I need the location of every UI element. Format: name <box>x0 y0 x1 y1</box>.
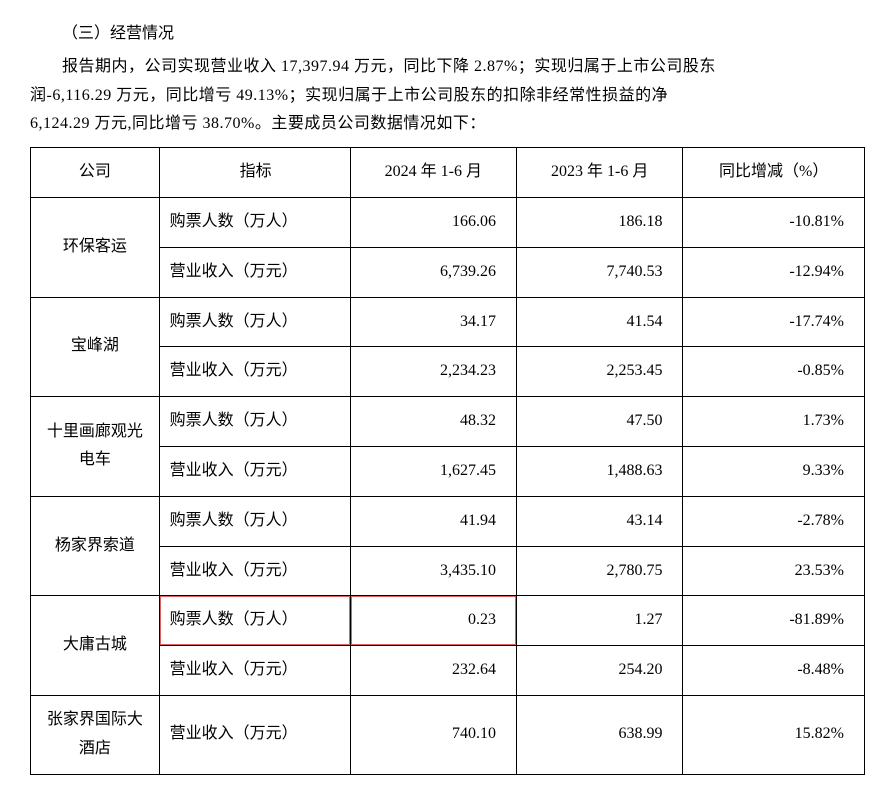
paragraph-line-3: 6,124.29 万元,同比增亏 38.70%。主要成员公司数据情况如下： <box>30 110 865 139</box>
value-2023-cell: 2,780.75 <box>517 546 683 596</box>
value-2023-cell: 1.27 <box>517 596 683 646</box>
metric-cell: 购票人数（万人） <box>159 596 350 646</box>
section-title: （三）经营情况 <box>30 20 865 49</box>
company-name-cell: 环保客运 <box>31 197 160 297</box>
paragraph-line-1: 报告期内，公司实现营业收入 17,397.94 万元，同比下降 2.87%；实现… <box>30 53 865 82</box>
value-2023-cell: 47.50 <box>517 397 683 447</box>
metric-cell: 营业收入（万元） <box>159 247 350 297</box>
change-cell: 15.82% <box>683 695 865 774</box>
table-row: 杨家界索道购票人数（万人）41.9443.14-2.78% <box>31 496 865 546</box>
metric-cell: 购票人数（万人） <box>159 496 350 546</box>
table-body: 环保客运购票人数（万人）166.06186.18-10.81%营业收入（万元）6… <box>31 197 865 774</box>
change-cell: -0.85% <box>683 347 865 397</box>
value-2023-cell: 2,253.45 <box>517 347 683 397</box>
header-change: 同比增减（%） <box>683 148 865 198</box>
metric-cell: 营业收入（万元） <box>159 546 350 596</box>
table-row: 宝峰湖购票人数（万人）34.1741.54-17.74% <box>31 297 865 347</box>
value-2024-cell: 6,739.26 <box>350 247 516 297</box>
change-cell: -17.74% <box>683 297 865 347</box>
value-2023-cell: 254.20 <box>517 646 683 696</box>
metric-cell: 购票人数（万人） <box>159 397 350 447</box>
company-name-cell: 杨家界索道 <box>31 496 160 596</box>
header-metric: 指标 <box>159 148 350 198</box>
metric-cell: 营业收入（万元） <box>159 695 350 774</box>
change-cell: 1.73% <box>683 397 865 447</box>
table-header-row: 公司 指标 2024 年 1-6 月 2023 年 1-6 月 同比增减（%） <box>31 148 865 198</box>
value-2024-cell: 34.17 <box>350 297 516 347</box>
header-company: 公司 <box>31 148 160 198</box>
metric-cell: 营业收入（万元） <box>159 646 350 696</box>
company-data-table: 公司 指标 2024 年 1-6 月 2023 年 1-6 月 同比增减（%） … <box>30 147 865 774</box>
change-cell: 9.33% <box>683 446 865 496</box>
value-2023-cell: 1,488.63 <box>517 446 683 496</box>
company-name-cell: 张家界国际大酒店 <box>31 695 160 774</box>
value-2024-cell: 3,435.10 <box>350 546 516 596</box>
value-2024-cell: 41.94 <box>350 496 516 546</box>
change-cell: -2.78% <box>683 496 865 546</box>
value-2023-cell: 7,740.53 <box>517 247 683 297</box>
header-2023: 2023 年 1-6 月 <box>517 148 683 198</box>
metric-cell: 购票人数（万人） <box>159 297 350 347</box>
change-cell: -81.89% <box>683 596 865 646</box>
value-2024-cell: 1,627.45 <box>350 446 516 496</box>
paragraph-line-2: 润-6,116.29 万元，同比增亏 49.13%；实现归属于上市公司股东的扣除… <box>30 82 865 111</box>
change-cell: -12.94% <box>683 247 865 297</box>
value-2024-cell: 2,234.23 <box>350 347 516 397</box>
value-2023-cell: 186.18 <box>517 197 683 247</box>
value-2023-cell: 41.54 <box>517 297 683 347</box>
metric-cell: 营业收入（万元） <box>159 347 350 397</box>
value-2024-cell: 0.23 <box>350 596 516 646</box>
change-cell: 23.53% <box>683 546 865 596</box>
header-2024: 2024 年 1-6 月 <box>350 148 516 198</box>
value-2024-cell: 232.64 <box>350 646 516 696</box>
table-row: 张家界国际大酒店营业收入（万元）740.10638.9915.82% <box>31 695 865 774</box>
metric-cell: 营业收入（万元） <box>159 446 350 496</box>
value-2023-cell: 43.14 <box>517 496 683 546</box>
value-2023-cell: 638.99 <box>517 695 683 774</box>
table-row: 环保客运购票人数（万人）166.06186.18-10.81% <box>31 197 865 247</box>
table-row: 大庸古城购票人数（万人）0.231.27-81.89% <box>31 596 865 646</box>
table-row: 十里画廊观光电车购票人数（万人）48.3247.501.73% <box>31 397 865 447</box>
company-name-cell: 十里画廊观光电车 <box>31 397 160 497</box>
company-name-cell: 大庸古城 <box>31 596 160 696</box>
metric-cell: 购票人数（万人） <box>159 197 350 247</box>
company-name-cell: 宝峰湖 <box>31 297 160 397</box>
change-cell: -10.81% <box>683 197 865 247</box>
value-2024-cell: 740.10 <box>350 695 516 774</box>
value-2024-cell: 48.32 <box>350 397 516 447</box>
value-2024-cell: 166.06 <box>350 197 516 247</box>
change-cell: -8.48% <box>683 646 865 696</box>
